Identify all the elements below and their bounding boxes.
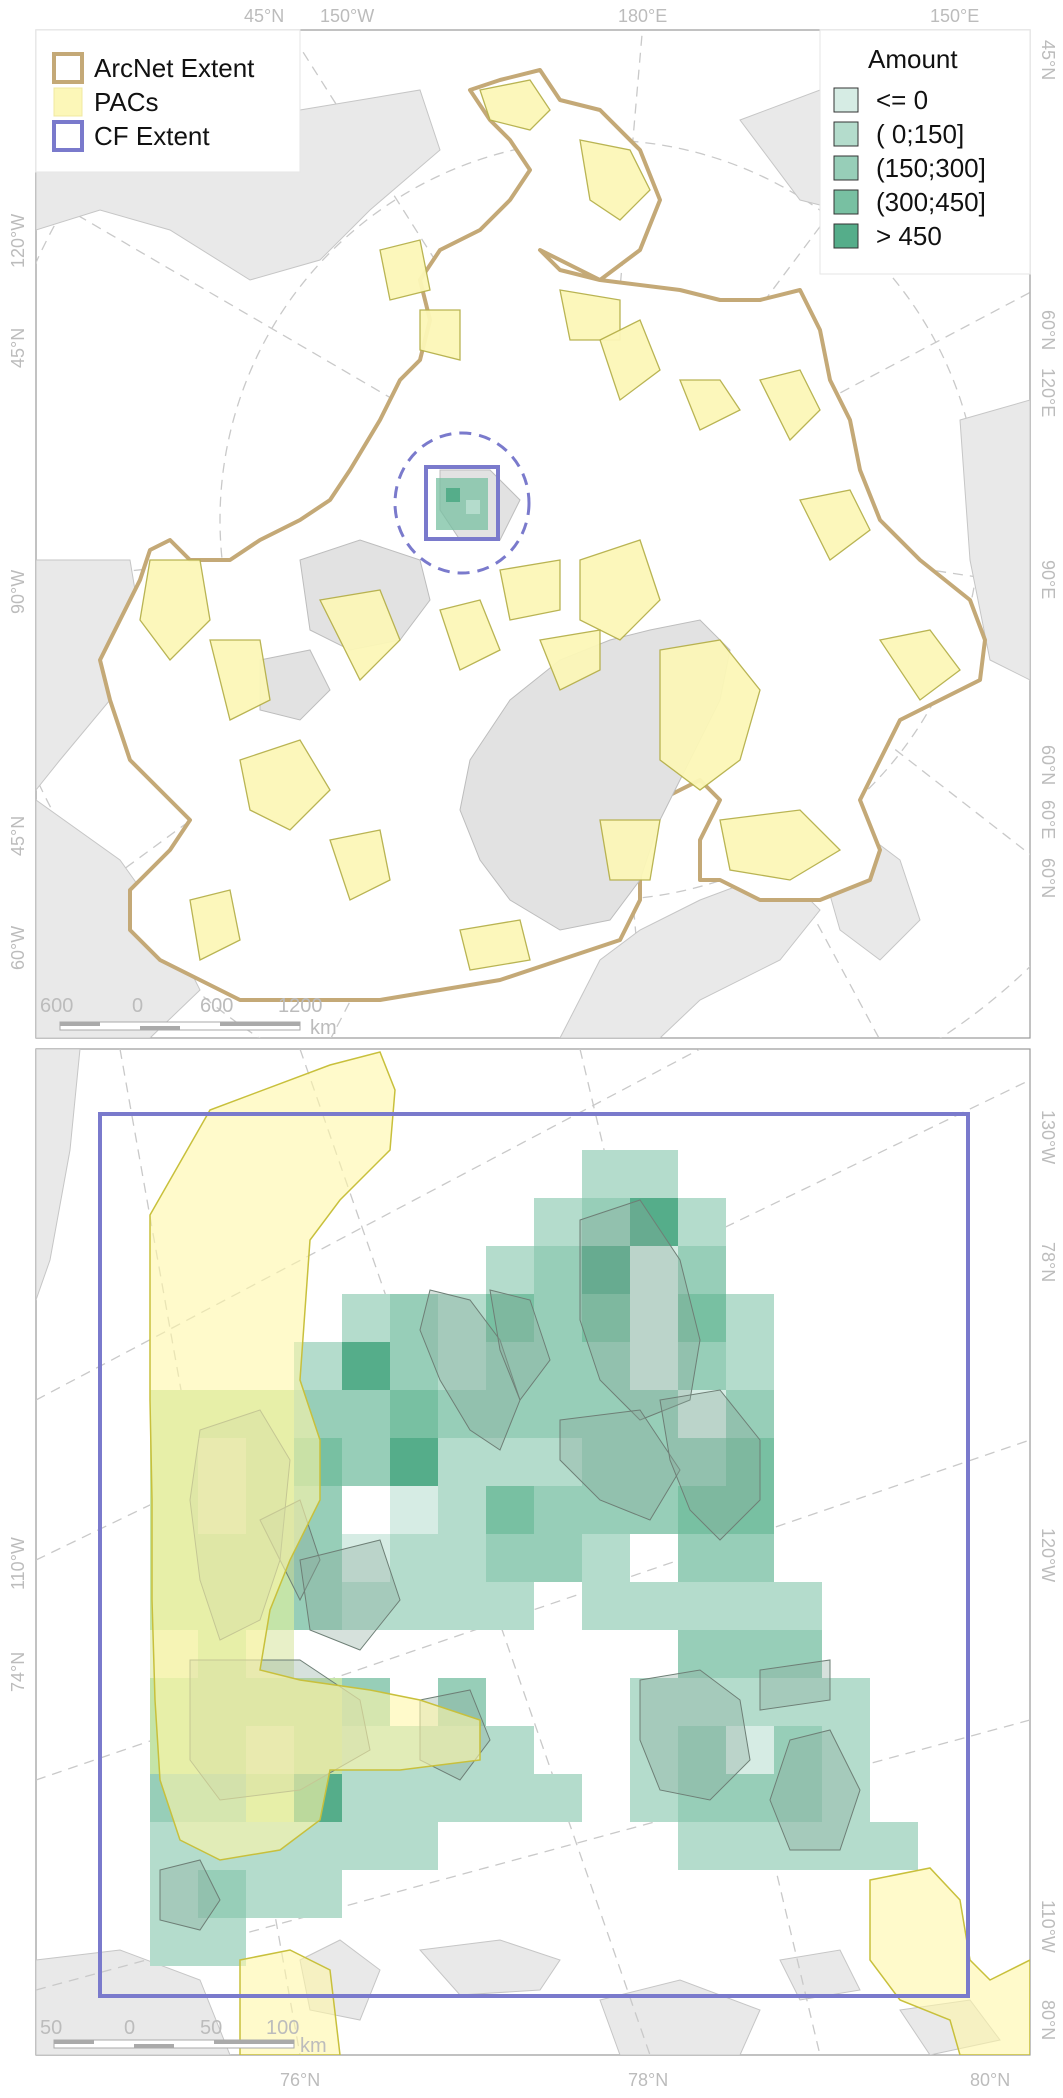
amount-key-4: [833, 223, 859, 249]
overview-pacs: [139, 79, 961, 971]
scale-unit-km: km: [310, 1017, 337, 1039]
scale2-tick-50: 50: [200, 2017, 222, 2039]
scale-tick-600-left: 600: [40, 995, 73, 1017]
amount-key-1: [833, 121, 859, 147]
scale-tick-600: 600: [200, 995, 233, 1017]
grat-right-110w: 110°W: [1038, 1900, 1058, 1953]
grat-right-45n: 45°N: [1038, 40, 1058, 80]
scale-tick-0: 0: [132, 995, 143, 1017]
grat-right-120e: 120°E: [1038, 368, 1058, 417]
grat-bottom-80n: 80°N: [970, 2070, 1010, 2090]
detail-amount-grid: [150, 1150, 918, 1966]
detail-scale-bar: 50 0 50 100 km: [40, 2017, 327, 2057]
amount-key-0: [833, 87, 859, 113]
grat-left-110w: 110°W: [8, 1537, 28, 1590]
grat-top-45n: 45°N: [244, 6, 284, 26]
detail-pacs: [149, 1051, 1030, 2055]
legend-key-cf: [52, 120, 84, 152]
grat-left-74n: 74°N: [8, 1652, 28, 1692]
amount-label-3: (300;450]: [876, 187, 986, 217]
grat-right-130w: 130°W: [1038, 1110, 1058, 1164]
grat-left-90w: 90°W: [8, 570, 28, 614]
detail-graticule-labels: 76°N 78°N 80°N 110°W 74°N 130°W 78°N 120…: [8, 1110, 1058, 2090]
amount-label-4: > 450: [876, 221, 942, 251]
amount-key-2: [833, 155, 859, 181]
grat-right-80n: 80°N: [1038, 2000, 1058, 2040]
cf-inset-locator: [393, 431, 531, 575]
legend-label-cf: CF Extent: [94, 121, 210, 151]
scale2-tick-100: 100: [266, 2017, 299, 2039]
overview-graticule-labels: 45°N 150°W 180°E 150°E 120°W 45°N 90°W 4…: [8, 6, 1058, 970]
legend-label-pacs: PACs: [94, 87, 159, 117]
legend-label-arcnet: ArcNet Extent: [94, 53, 255, 83]
grat-right-60n-c: 60°N: [1038, 858, 1058, 898]
legend-key-arcnet: [52, 52, 84, 84]
scale2-unit-km: km: [300, 2035, 327, 2057]
grat-top-180e: 180°E: [618, 6, 667, 26]
detail-map-panel: 76°N 78°N 80°N 110°W 74°N 130°W 78°N 120…: [8, 1048, 1058, 2090]
overview-scale-bar: 600 0 600 1200 km: [40, 995, 337, 1039]
grat-left-120w: 120°W: [8, 214, 28, 268]
legend-key-pacs: [53, 87, 83, 117]
scale2-tick-50-left: 50: [40, 2017, 62, 2039]
grat-top-150w: 150°W: [320, 6, 374, 26]
amount-legend-title: Amount: [868, 44, 958, 74]
grat-right-60n-a: 60°N: [1038, 310, 1058, 350]
amount-label-2: (150;300]: [876, 153, 986, 183]
grat-top-150e: 150°E: [930, 6, 979, 26]
grat-bottom-78n: 78°N: [628, 2070, 668, 2090]
detail-land: [36, 1049, 1001, 2055]
cf-extent-box: [98, 1112, 970, 1998]
amount-key-3: [833, 189, 859, 215]
amount-legend: Amount <= 0 ( 0;150] (150;300] (300;450]…: [819, 29, 1031, 275]
grat-right-60e: 60°E: [1038, 800, 1058, 839]
grat-left-45n-b: 45°N: [8, 816, 28, 856]
amount-label-0: <= 0: [876, 85, 928, 115]
grat-bottom-76n: 76°N: [280, 2070, 320, 2090]
grat-right-60n-b: 60°N: [1038, 745, 1058, 785]
scale-tick-1200: 1200: [278, 995, 323, 1017]
grat-left-45n-a: 45°N: [8, 328, 28, 368]
grat-right-78n: 78°N: [1038, 1242, 1058, 1282]
grat-right-90e: 90°E: [1038, 560, 1058, 599]
grat-left-60w: 60°W: [8, 926, 28, 970]
grat-right-120w: 120°W: [1038, 1528, 1058, 1582]
scale2-tick-0: 0: [124, 2017, 135, 2039]
amount-label-1: ( 0;150]: [876, 119, 964, 149]
overview-map-panel: 45°N 150°W 180°E 150°E 120°W 45°N 90°W 4…: [8, 6, 1058, 1039]
layer-legend: ArcNet Extent PACs CF Extent: [35, 29, 301, 173]
